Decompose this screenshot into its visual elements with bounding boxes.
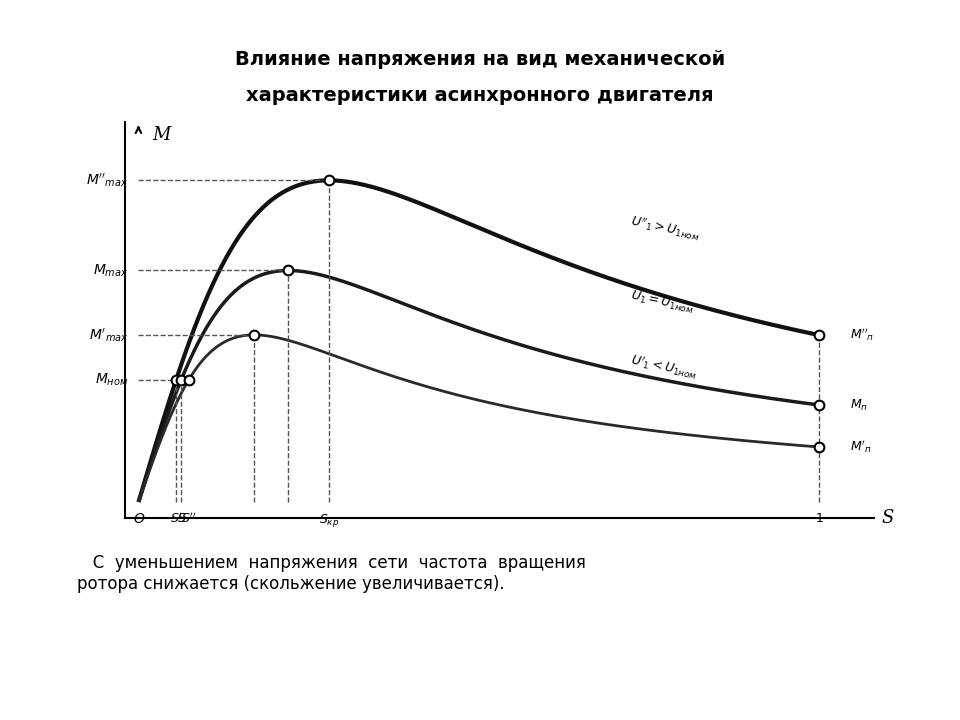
Text: $M''_{max}$: $M''_{max}$ <box>86 171 129 189</box>
Text: $M_{ном}$: $M_{ном}$ <box>95 372 129 388</box>
Text: $M_{max}$: $M_{max}$ <box>93 262 129 279</box>
Text: $M''_п$: $M''_п$ <box>850 327 875 343</box>
Text: $S'$: $S'$ <box>170 512 182 526</box>
Text: Влияние напряжения на вид механической: Влияние напряжения на вид механической <box>235 50 725 69</box>
Text: $M_п$: $M_п$ <box>850 397 868 413</box>
Text: M: M <box>152 125 171 143</box>
Text: $M'_п$: $M'_п$ <box>850 438 872 455</box>
Text: $M'_{max}$: $M'_{max}$ <box>89 326 129 343</box>
Text: $U'_1 < U_{1ном}$: $U'_1 < U_{1ном}$ <box>629 352 699 382</box>
Text: O: O <box>133 512 144 526</box>
Text: $S''$: $S''$ <box>181 512 197 526</box>
Text: $U_1 = U_{1ном}$: $U_1 = U_{1ном}$ <box>629 289 695 317</box>
Text: $S_{кр}$: $S_{кр}$ <box>319 512 339 529</box>
Text: С  уменьшением  напряжения  сети  частота  вращения
ротора снижается (скольжение: С уменьшением напряжения сети частота вр… <box>77 554 586 593</box>
Text: S: S <box>881 509 894 527</box>
Text: $S$: $S$ <box>177 512 186 525</box>
Text: характеристики асинхронного двигателя: характеристики асинхронного двигателя <box>246 86 714 105</box>
Text: $U''_1 > U_{1ном}$: $U''_1 > U_{1ном}$ <box>629 213 701 244</box>
Text: 1: 1 <box>815 512 823 525</box>
